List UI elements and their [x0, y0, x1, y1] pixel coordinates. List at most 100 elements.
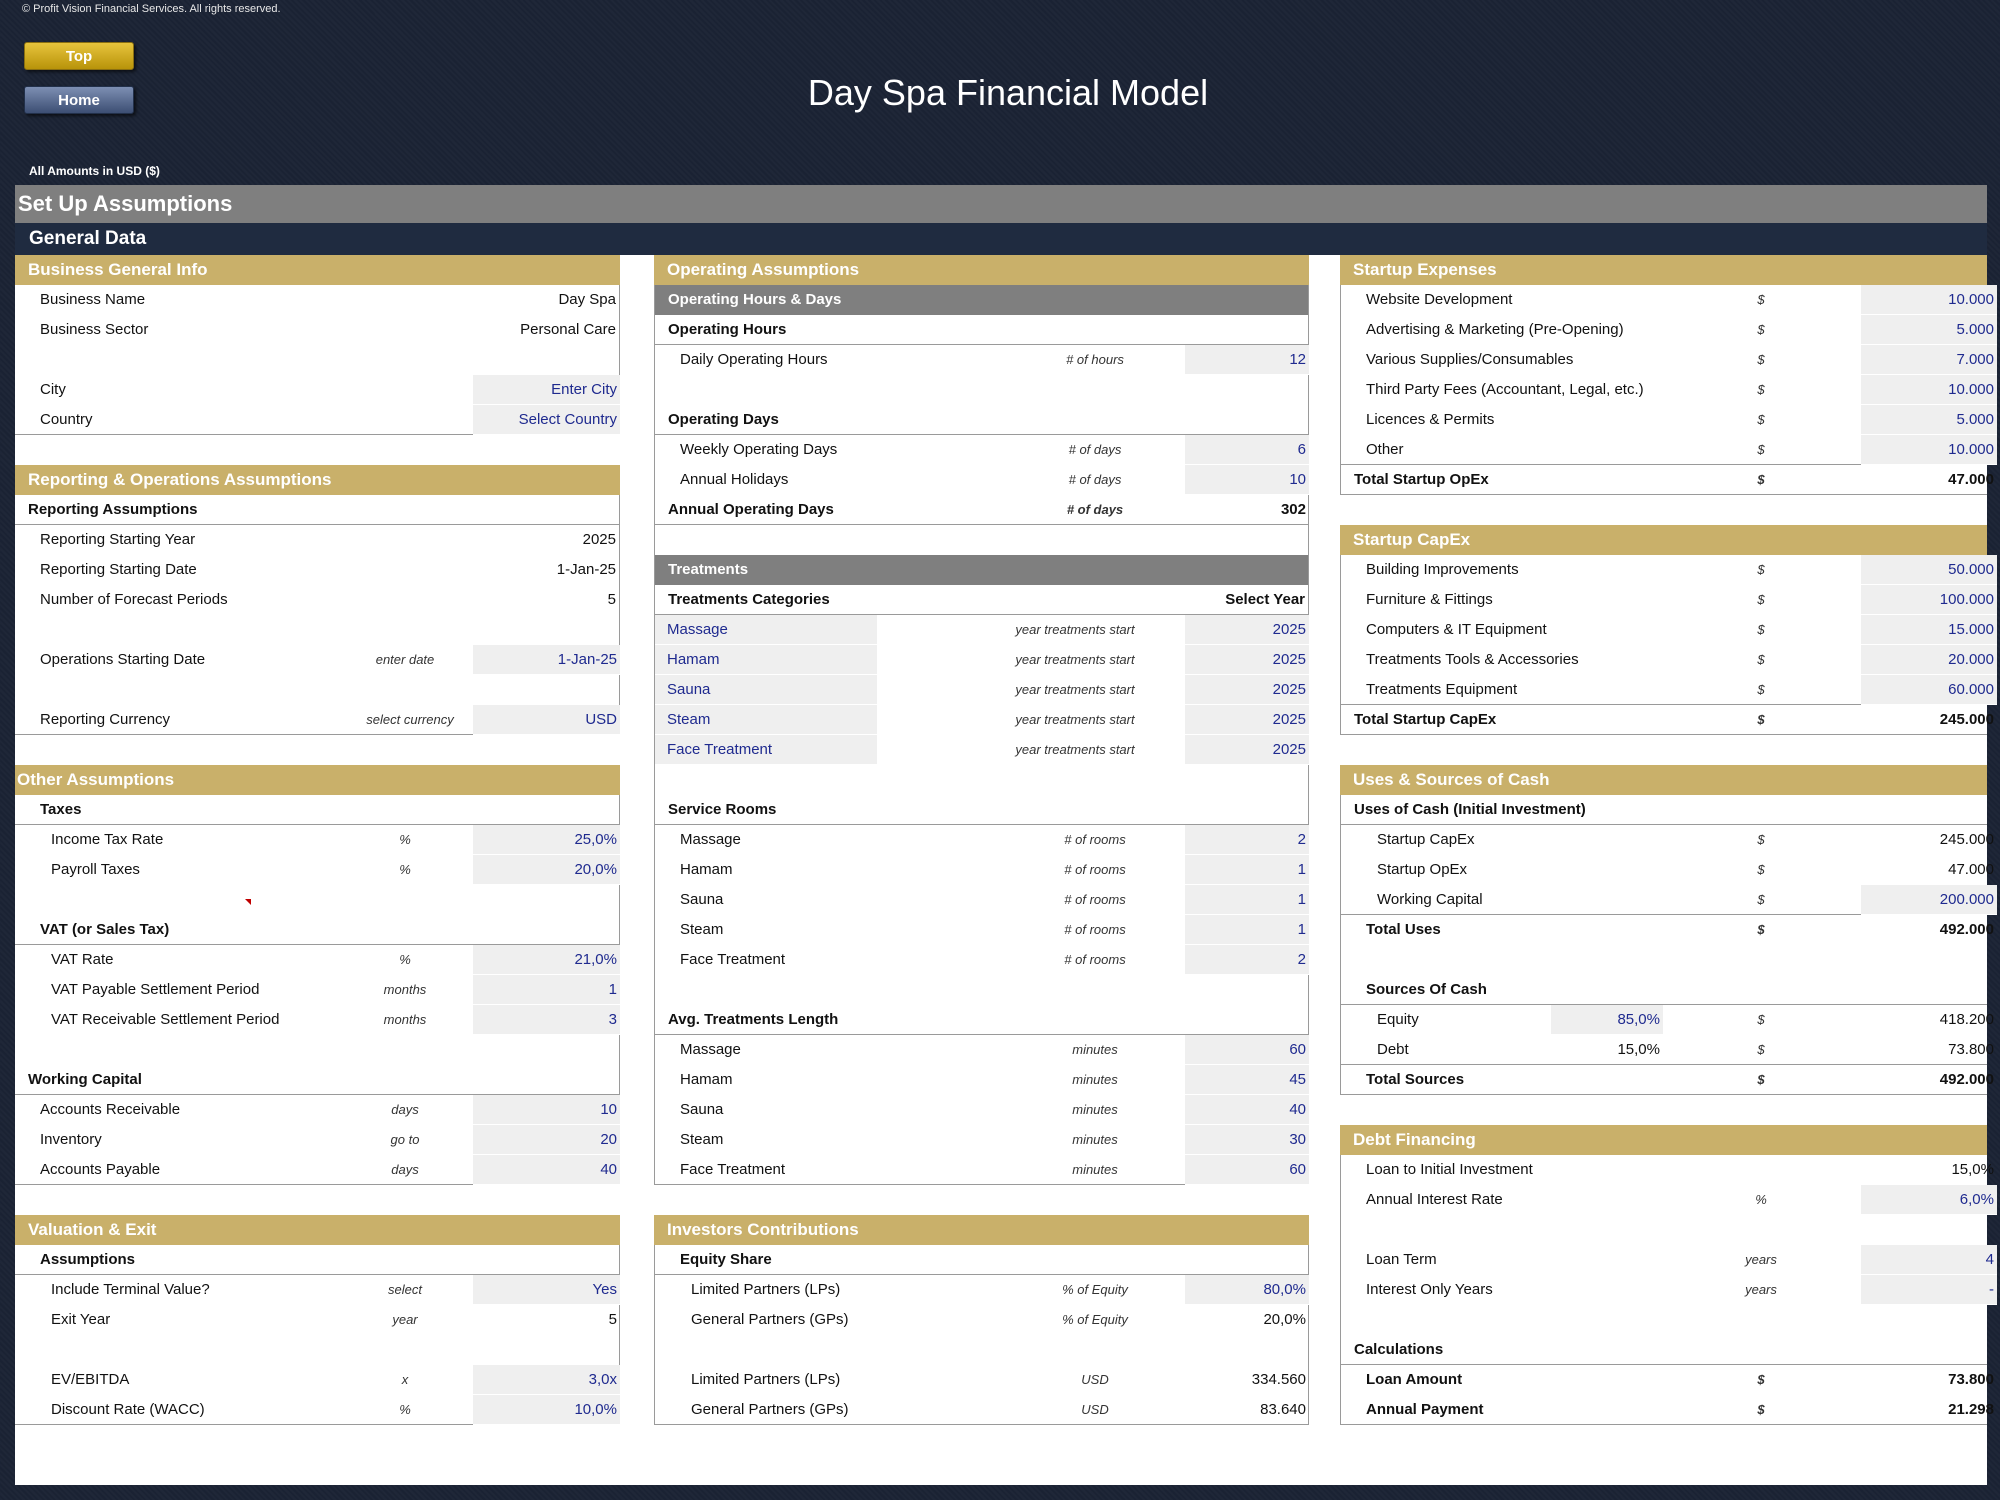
exit-year-value: 5: [608, 1311, 617, 1328]
treatment-year-input[interactable]: 2025: [1185, 615, 1309, 645]
opex-input[interactable]: 10.000: [1861, 435, 1997, 465]
treatment-category-input[interactable]: Hamam: [655, 645, 877, 675]
treatment-category-input[interactable]: Steam: [655, 705, 877, 735]
opex-input[interactable]: 5.000: [1861, 405, 1997, 435]
opex-input[interactable]: 10.000: [1861, 285, 1997, 315]
capex-input[interactable]: 50.000: [1861, 555, 1997, 585]
wacc-input[interactable]: 10,0%: [473, 1395, 620, 1425]
capex-input[interactable]: 20.000: [1861, 645, 1997, 675]
daily-hours-input[interactable]: 12: [1185, 345, 1309, 375]
section-header: Valuation & Exit: [15, 1215, 620, 1245]
debt-pct-value: 15,0%: [1617, 1041, 1660, 1058]
row-label: Include Terminal Value?: [51, 1281, 210, 1298]
row-label: Advertising & Marketing (Pre-Opening): [1366, 321, 1624, 338]
row-label: Face Treatment: [680, 951, 786, 968]
capex-input[interactable]: 60.000: [1861, 675, 1997, 705]
subsection-label: Treatments Categories: [668, 591, 830, 608]
treatment-category-input[interactable]: Sauna: [655, 675, 877, 705]
opex-input[interactable]: 10.000: [1861, 375, 1997, 405]
opex-input[interactable]: 7.000: [1861, 345, 1997, 375]
capex-input[interactable]: 15.000: [1861, 615, 1997, 645]
vat-receivable-input[interactable]: 3: [473, 1005, 620, 1035]
unit-label: $: [1757, 862, 1765, 877]
unit-label: days: [391, 1162, 419, 1177]
row-label: Loan Term: [1366, 1251, 1437, 1268]
rooms-input[interactable]: 1: [1185, 885, 1309, 915]
total-sources-value: 492.000: [1939, 1071, 1994, 1088]
treatment-length-input[interactable]: 45: [1185, 1065, 1309, 1095]
row-label: Total Startup OpEx: [1354, 471, 1489, 488]
subsection-label: Service Rooms: [668, 801, 777, 818]
interest-rate-input[interactable]: 6,0%: [1861, 1185, 1997, 1215]
rooms-input[interactable]: 1: [1185, 855, 1309, 885]
rooms-input[interactable]: 1: [1185, 915, 1309, 945]
currency-select[interactable]: USD: [473, 705, 620, 735]
opex-input[interactable]: 5.000: [1861, 315, 1997, 345]
accounts-receivable-input[interactable]: 10: [473, 1095, 620, 1125]
inventory-input[interactable]: 20: [473, 1125, 620, 1155]
equity-pct-input[interactable]: 85,0%: [1551, 1005, 1663, 1035]
row-label: Exit Year: [51, 1311, 111, 1328]
capex-input[interactable]: 100.000: [1861, 585, 1997, 615]
top-button[interactable]: Top: [24, 42, 134, 70]
row-label: Discount Rate (WACC): [51, 1401, 205, 1418]
treatment-year-input[interactable]: 2025: [1185, 705, 1309, 735]
working-capital-input[interactable]: 200.000: [1861, 885, 1997, 915]
ev-ebitda-input[interactable]: 3,0x: [473, 1365, 620, 1395]
annual-holidays-input[interactable]: 10: [1185, 465, 1309, 495]
gp-amount-value: 83.640: [1260, 1401, 1306, 1418]
unit-label: minutes: [1072, 1072, 1118, 1087]
weekly-days-input[interactable]: 6: [1185, 435, 1309, 465]
vat-rate-input[interactable]: 21,0%: [473, 945, 620, 975]
treatment-category-input[interactable]: Face Treatment: [655, 735, 877, 765]
row-label: Number of Forecast Periods: [40, 591, 228, 608]
debt-financing-section: Debt Financing Loan to Initial Investmen…: [1340, 1125, 1997, 1425]
interest-only-input[interactable]: -: [1861, 1275, 1997, 1305]
row-label: Reporting Starting Date: [40, 561, 197, 578]
operations-date-input[interactable]: 1-Jan-25: [473, 645, 620, 675]
total-opex-value: 47.000: [1948, 471, 1994, 488]
treatment-length-input[interactable]: 60: [1185, 1035, 1309, 1065]
row-label: Equity: [1377, 1011, 1419, 1028]
unit-label: $: [1757, 832, 1765, 847]
unit-label: $: [1757, 892, 1765, 907]
unit-label: $: [1757, 622, 1765, 637]
subsection-label: Sources Of Cash: [1366, 981, 1487, 998]
row-label: Third Party Fees (Accountant, Legal, etc…: [1366, 381, 1644, 398]
section-header: Business General Info: [15, 255, 620, 285]
investors-section: Investors Contributions Equity Share Lim…: [654, 1215, 1309, 1425]
home-button[interactable]: Home: [24, 86, 134, 114]
subsection-label: VAT (or Sales Tax): [40, 921, 170, 938]
payroll-tax-input[interactable]: 20,0%: [473, 855, 620, 885]
treatment-year-input[interactable]: 2025: [1185, 675, 1309, 705]
comment-indicator-icon[interactable]: [245, 899, 251, 905]
terminal-value-select[interactable]: Yes: [473, 1275, 620, 1305]
loan-term-input[interactable]: 4: [1861, 1245, 1997, 1275]
vat-payable-input[interactable]: 1: [473, 975, 620, 1005]
row-label: Working Capital: [1377, 891, 1483, 908]
row-label: Licences & Permits: [1366, 411, 1495, 428]
lp-share-input[interactable]: 80,0%: [1185, 1275, 1309, 1305]
treatment-length-input[interactable]: 40: [1185, 1095, 1309, 1125]
row-label: Annual Interest Rate: [1366, 1191, 1503, 1208]
treatment-year-input[interactable]: 2025: [1185, 735, 1309, 765]
treatment-length-input[interactable]: 60: [1185, 1155, 1309, 1185]
operating-assumptions-section: Operating Assumptions Operating Hours & …: [654, 255, 1309, 1185]
rooms-input[interactable]: 2: [1185, 945, 1309, 975]
country-select[interactable]: Select Country: [473, 405, 620, 435]
row-label: Reporting Starting Year: [40, 531, 196, 548]
row-label: Limited Partners (LPs): [691, 1281, 841, 1298]
rooms-input[interactable]: 2: [1185, 825, 1309, 855]
treatment-year-input[interactable]: 2025: [1185, 645, 1309, 675]
row-label: Total Startup CapEx: [1354, 711, 1497, 728]
accounts-payable-input[interactable]: 40: [473, 1155, 620, 1185]
unit-label: $: [1757, 712, 1765, 727]
treatment-category-input[interactable]: Massage: [655, 615, 877, 645]
subsection-label: Operating Hours: [668, 321, 787, 338]
row-label: Accounts Receivable: [40, 1101, 181, 1118]
row-label: Debt: [1377, 1041, 1409, 1058]
subsection-label: Working Capital: [28, 1071, 142, 1088]
income-tax-input[interactable]: 25,0%: [473, 825, 620, 855]
treatment-length-input[interactable]: 30: [1185, 1125, 1309, 1155]
city-input[interactable]: Enter City: [473, 375, 620, 405]
